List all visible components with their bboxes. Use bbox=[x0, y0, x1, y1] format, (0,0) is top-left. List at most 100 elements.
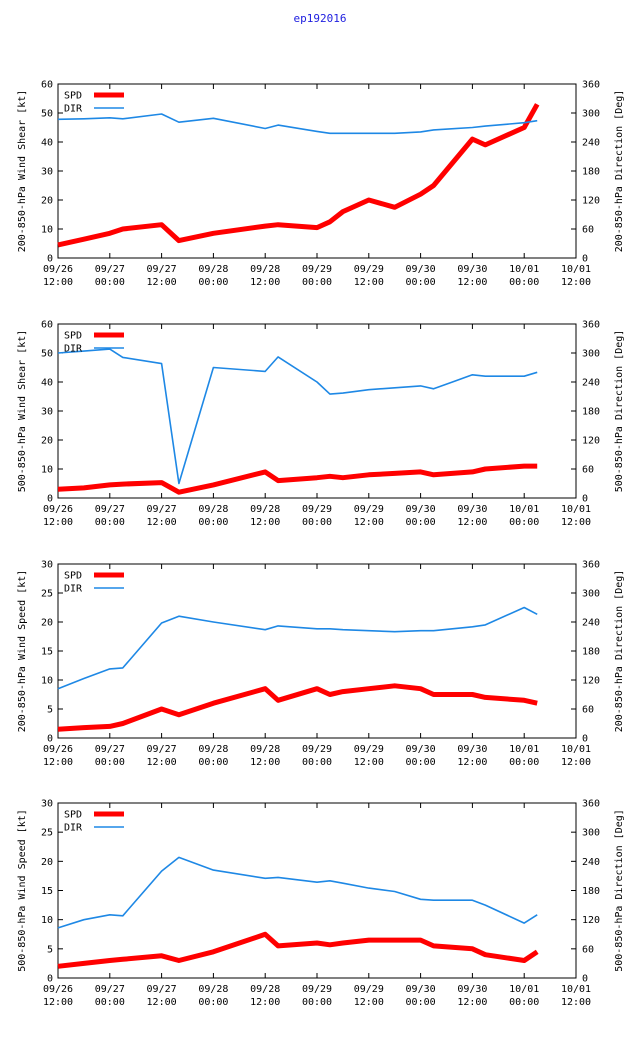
chart-title: ep192016 bbox=[293, 12, 347, 25]
x-tick-label-time: 12:00 bbox=[43, 517, 73, 528]
x-tick-label-date: 10/01 bbox=[561, 264, 591, 275]
x-tick-label-date: 09/26 bbox=[43, 264, 73, 275]
y-tick-label-right: 300 bbox=[582, 109, 600, 120]
x-tick-label-date: 09/30 bbox=[406, 744, 436, 755]
x-tick-label-time: 12:00 bbox=[147, 757, 177, 768]
x-tick-label-date: 09/28 bbox=[198, 504, 228, 515]
x-tick-label-time: 12:00 bbox=[457, 757, 487, 768]
dir-series-line bbox=[57, 113, 538, 135]
x-tick-label-time: 00:00 bbox=[302, 517, 332, 528]
y-tick-label-left: 10 bbox=[41, 225, 53, 236]
legend-label-spd: SPD bbox=[64, 571, 82, 582]
y-tick-label-right: 360 bbox=[582, 799, 600, 810]
y-tick-label-left: 0 bbox=[47, 974, 53, 985]
x-tick-label-date: 09/28 bbox=[250, 504, 280, 515]
x-tick-label-time: 00:00 bbox=[95, 277, 125, 288]
x-tick-label-time: 00:00 bbox=[302, 997, 332, 1008]
y-tick-label-right: 0 bbox=[582, 974, 588, 985]
x-tick-label-date: 09/29 bbox=[302, 504, 332, 515]
x-tick-label-date: 09/29 bbox=[354, 744, 384, 755]
y-tick-label-right: 60 bbox=[582, 225, 594, 236]
y-tick-label-left: 15 bbox=[41, 886, 53, 897]
y-tick-label-right: 180 bbox=[582, 407, 600, 418]
x-tick-label-time: 00:00 bbox=[406, 997, 436, 1008]
x-tick-label-date: 09/27 bbox=[95, 504, 125, 515]
x-tick-label-time: 12:00 bbox=[561, 277, 591, 288]
plot-frame bbox=[57, 83, 577, 259]
dir-series-line bbox=[57, 856, 538, 929]
legend-label-dir: DIR bbox=[64, 823, 83, 834]
y-tick-label-left: 20 bbox=[41, 618, 53, 629]
legend-label-dir: DIR bbox=[64, 584, 83, 595]
x-tick-label-time: 00:00 bbox=[95, 997, 125, 1008]
legend-label-dir: DIR bbox=[64, 344, 83, 355]
y-tick-label-right: 180 bbox=[582, 647, 600, 658]
y-tick-label-right: 360 bbox=[582, 80, 600, 91]
x-tick-label-date: 09/26 bbox=[43, 984, 73, 995]
y-tick-label-left: 60 bbox=[41, 80, 53, 91]
y-axis-label-left: 200-850-hPa Wind Shear [kt] bbox=[17, 90, 28, 253]
y-tick-label-left: 40 bbox=[41, 378, 53, 389]
plot-frame bbox=[57, 802, 577, 979]
y-tick-label-right: 0 bbox=[582, 734, 588, 745]
dir-series-line bbox=[57, 348, 538, 485]
legend-label-dir: DIR bbox=[64, 104, 83, 115]
y-tick-label-right: 180 bbox=[582, 167, 600, 178]
x-tick-label-date: 09/29 bbox=[354, 504, 384, 515]
x-tick-label-date: 09/27 bbox=[95, 984, 125, 995]
y-tick-label-right: 0 bbox=[582, 494, 588, 505]
x-tick-label-time: 12:00 bbox=[250, 517, 280, 528]
x-tick-label-date: 09/28 bbox=[250, 984, 280, 995]
x-tick-label-time: 12:00 bbox=[354, 277, 384, 288]
legend-label-spd: SPD bbox=[64, 331, 82, 342]
x-tick-label-time: 00:00 bbox=[509, 517, 539, 528]
x-tick-label-date: 09/28 bbox=[250, 744, 280, 755]
y-tick-label-right: 240 bbox=[582, 138, 600, 149]
spd-series-line bbox=[57, 103, 540, 248]
x-tick-label-date: 10/01 bbox=[509, 744, 539, 755]
chart-panel-4: 09/26 12:00 09/27 00:00 09/27 12:00 09/28 00:00… bbox=[17, 799, 625, 1009]
y-tick-label-left: 0 bbox=[47, 254, 53, 265]
x-tick-label-time: 12:00 bbox=[354, 757, 384, 768]
y-tick-label-left: 20 bbox=[41, 436, 53, 447]
spd-series-line bbox=[57, 683, 538, 732]
y-tick-label-left: 10 bbox=[41, 915, 53, 926]
x-tick-label-date: 09/29 bbox=[354, 984, 384, 995]
chart-panel-2: 09/26 12:00 09/27 00:00 09/27 12:00 09/28 00:00… bbox=[17, 320, 625, 529]
x-tick-label-time: 12:00 bbox=[147, 517, 177, 528]
y-tick-label-left: 10 bbox=[41, 465, 53, 476]
x-tick-label-time: 12:00 bbox=[43, 277, 73, 288]
x-tick-label-date: 09/27 bbox=[147, 504, 177, 515]
x-tick-label-date: 09/29 bbox=[354, 264, 384, 275]
y-tick-label-left: 30 bbox=[41, 560, 53, 571]
y-tick-label-left: 30 bbox=[41, 167, 53, 178]
y-tick-label-left: 0 bbox=[47, 734, 53, 745]
x-tick-label-date: 10/01 bbox=[561, 504, 591, 515]
y-axis-label-right: 200-850-hPa Direction [Deg] bbox=[614, 90, 625, 253]
y-tick-label-right: 60 bbox=[582, 944, 594, 955]
x-tick-label-date: 09/30 bbox=[457, 264, 487, 275]
x-tick-label-date: 09/29 bbox=[302, 744, 332, 755]
x-tick-label-time: 00:00 bbox=[198, 517, 228, 528]
x-tick-label-time: 12:00 bbox=[43, 997, 73, 1008]
plot-frame bbox=[57, 323, 577, 499]
y-tick-label-right: 120 bbox=[582, 436, 600, 447]
y-tick-label-left: 5 bbox=[47, 705, 53, 716]
y-tick-label-right: 300 bbox=[582, 349, 600, 360]
x-tick-label-time: 00:00 bbox=[198, 277, 228, 288]
x-tick-label-time: 12:00 bbox=[250, 277, 280, 288]
x-tick-label-date: 10/01 bbox=[561, 984, 591, 995]
y-axis-label-right: 500-850-hPa Direction [Deg] bbox=[614, 330, 625, 493]
x-tick-label-time: 00:00 bbox=[509, 757, 539, 768]
x-tick-label-date: 09/28 bbox=[250, 264, 280, 275]
x-tick-label-time: 12:00 bbox=[250, 757, 280, 768]
x-tick-label-time: 00:00 bbox=[198, 757, 228, 768]
x-tick-label-time: 00:00 bbox=[95, 517, 125, 528]
y-tick-label-left: 0 bbox=[47, 494, 53, 505]
y-tick-label-left: 10 bbox=[41, 676, 53, 687]
x-tick-label-time: 12:00 bbox=[561, 517, 591, 528]
x-tick-label-time: 00:00 bbox=[302, 277, 332, 288]
y-tick-label-left: 50 bbox=[41, 109, 53, 120]
x-tick-label-time: 00:00 bbox=[406, 757, 436, 768]
y-tick-label-left: 20 bbox=[41, 196, 53, 207]
